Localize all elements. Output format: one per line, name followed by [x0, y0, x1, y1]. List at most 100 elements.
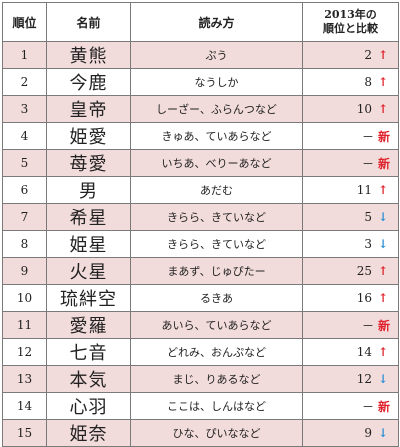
rank-cell: 10	[2, 284, 47, 312]
table-row: 11 愛羅 あいら、ていあらなど－新	[2, 311, 399, 339]
name-cell: 男	[46, 176, 131, 204]
previous-rank: 16	[356, 291, 372, 305]
table-row: 7 希星 きらら、きていなど 5 ↓	[2, 203, 399, 231]
rank-cell: 5	[2, 149, 47, 177]
previous-rank: 8	[364, 75, 372, 89]
comparison-cell: 9 ↓	[302, 419, 399, 447]
reading-cell: あいら、ていあらなど	[130, 311, 303, 339]
name-cell: 七音	[46, 338, 131, 366]
previous-rank: 3	[364, 237, 372, 251]
arrow-up-icon: ↑	[377, 183, 389, 197]
arrow-down-icon: ↓	[377, 237, 389, 251]
table-row: 8 姫星 きらら、きていなど 3 ↓	[2, 230, 399, 258]
previous-rank: 14	[356, 345, 372, 359]
reading-cell: あだむ	[130, 176, 303, 204]
new-badge: 新	[377, 129, 390, 144]
reading-cell: どれみ、おんぷなど	[130, 338, 303, 366]
table-row: 1 黄熊 ぷう 2 ↑	[2, 41, 399, 69]
table-row: 15 姫奈 ひな、ぴいななど 9 ↓	[2, 419, 399, 447]
rank-cell: 13	[2, 365, 47, 393]
rank-cell: 6	[2, 176, 47, 204]
reading-cell: まあず、じゅぴたー	[130, 257, 303, 285]
previous-rank: 2	[364, 48, 372, 62]
rank-cell: 2	[2, 68, 47, 96]
reading-cell: しーざー、ふらんつなど	[130, 95, 303, 123]
table-row: 3 皇帝 しーざー、ふらんつなど 10 ↑	[2, 95, 399, 123]
name-cell: 苺愛	[46, 149, 131, 177]
reading-cell: いちあ、べりーあなど	[130, 149, 303, 177]
table-row: 9 火星 まあず、じゅぴたー 25 ↑	[2, 257, 399, 285]
previous-rank: 9	[364, 426, 372, 440]
rank-cell: 14	[2, 392, 47, 420]
reading-cell: なうしか	[130, 68, 303, 96]
comparison-cell: －新	[302, 149, 399, 177]
reading-cell: きらら、きていなど	[130, 203, 303, 231]
previous-rank: －	[361, 129, 374, 144]
previous-rank: －	[361, 399, 374, 414]
previous-rank: 10	[356, 102, 372, 116]
reading-cell: ひな、ぴいななど	[130, 419, 303, 447]
comparison-cell: 2 ↑	[302, 41, 399, 69]
previous-rank: 5	[364, 210, 372, 224]
rank-cell: 8	[2, 230, 47, 258]
comparison-cell: 16 ↑	[302, 284, 399, 312]
header-rank: 順位	[2, 2, 47, 42]
name-cell: 姫奈	[46, 419, 131, 447]
header-comparison: 2013年の 順位と比較	[302, 2, 399, 42]
table-row: 10 琉絆空 るきあ 16 ↑	[2, 284, 399, 312]
rank-cell: 11	[2, 311, 47, 339]
arrow-down-icon: ↓	[377, 372, 389, 386]
comparison-cell: 12 ↓	[302, 365, 399, 393]
table-row: 2 今鹿 なうしか 8 ↑	[2, 68, 399, 96]
arrow-down-icon: ↓	[377, 426, 389, 440]
table-row: 12 七音 どれみ、おんぷなど 14 ↑	[2, 338, 399, 366]
comparison-cell: 25 ↑	[302, 257, 399, 285]
comparison-cell: －新	[302, 122, 399, 150]
name-cell: 皇帝	[46, 95, 131, 123]
header-comparison-line2: 順位と比較	[323, 22, 378, 35]
name-cell: 愛羅	[46, 311, 131, 339]
comparison-cell: －新	[302, 311, 399, 339]
new-badge: 新	[377, 399, 390, 414]
table-row: 14 心羽 ここは、しんはなど－新	[2, 392, 399, 420]
name-cell: 火星	[46, 257, 131, 285]
comparison-cell: 3 ↓	[302, 230, 399, 258]
arrow-up-icon: ↑	[377, 75, 389, 89]
table-row: 13 本気 まじ、りあるなど 12 ↓	[2, 365, 399, 393]
comparison-cell: 10 ↑	[302, 95, 399, 123]
name-cell: 本気	[46, 365, 131, 393]
rank-cell: 12	[2, 338, 47, 366]
arrow-up-icon: ↑	[377, 48, 389, 62]
arrow-up-icon: ↑	[377, 345, 389, 359]
reading-cell: ぷう	[130, 41, 303, 69]
arrow-up-icon: ↑	[377, 291, 389, 305]
reading-cell: きゅあ、ていあらなど	[130, 122, 303, 150]
reading-cell: まじ、りあるなど	[130, 365, 303, 393]
rank-cell: 15	[2, 419, 47, 447]
reading-cell: きらら、きていなど	[130, 230, 303, 258]
rank-cell: 4	[2, 122, 47, 150]
header-name: 名前	[46, 2, 131, 42]
rank-cell: 9	[2, 257, 47, 285]
table-row: 5 苺愛 いちあ、べりーあなど－新	[2, 149, 399, 177]
name-cell: 心羽	[46, 392, 131, 420]
header-reading: 読み方	[130, 2, 303, 42]
arrow-up-icon: ↑	[377, 102, 389, 116]
arrow-up-icon: ↑	[377, 264, 389, 278]
rank-cell: 7	[2, 203, 47, 231]
header-comparison-line1: 2013年の	[324, 8, 377, 21]
previous-rank: 11	[356, 183, 372, 197]
rank-cell: 3	[2, 95, 47, 123]
comparison-cell: 14 ↑	[302, 338, 399, 366]
new-badge: 新	[377, 156, 390, 171]
name-cell: 今鹿	[46, 68, 131, 96]
name-cell: 姫愛	[46, 122, 131, 150]
table-body: 1 黄熊 ぷう 2 ↑ 2 今鹿 なうしか 8 ↑ 3 皇帝 しーざー、ふらんつなど 10 ↑ 4 姫愛 きゅあ、…	[2, 41, 399, 447]
table-row: 6 男あだむ 11 ↑	[2, 176, 399, 204]
header-row: 順位 名前 読み方 2013年の 順位と比較	[2, 2, 399, 42]
name-cell: 琉絆空	[46, 284, 131, 312]
name-cell: 姫星	[46, 230, 131, 258]
previous-rank: －	[361, 318, 374, 333]
previous-rank: 25	[356, 264, 372, 278]
